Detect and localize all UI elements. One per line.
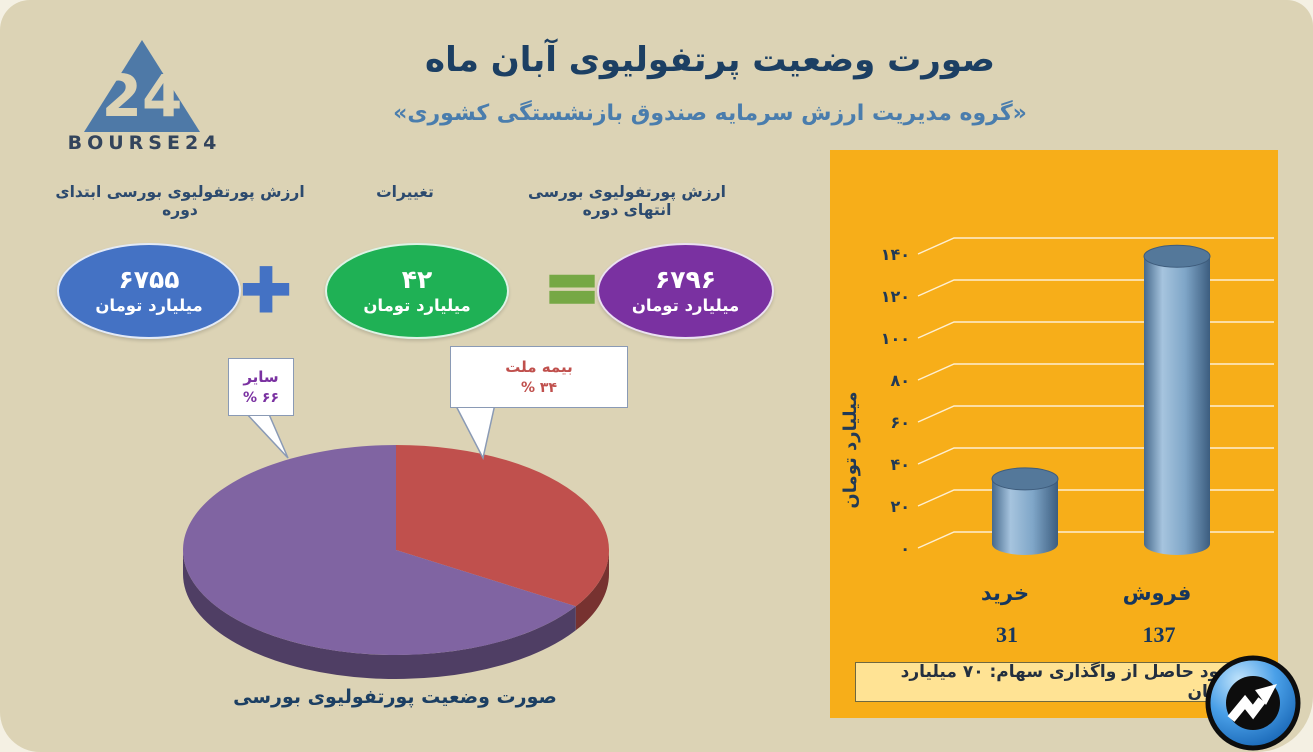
label-changes: تغییرات [376,183,434,201]
change-value: ۴۲ [401,265,433,295]
callout-mellat-label: بیمه ملت [505,358,573,376]
svg-text:۱۰۰: ۱۰۰ [881,329,910,348]
bar-chart: ۰ ۲۰ ۴۰ ۶۰ ۸۰ ۱۰۰ ۱۲۰ ۱۴۰ میلیارد تومان خرید 31 فرو… [840,237,1274,647]
change-value-ellipse: ۴۲ میلیارد تومان [325,243,509,339]
svg-text:۱۲۰: ۱۲۰ [881,287,910,306]
start-value: ۶۷۵۵ [118,265,180,295]
callout-other-percent: % ۶۶ [243,390,279,406]
svg-text:۲۰: ۲۰ [890,497,910,516]
page-subtitle: «گروه مدیریت ارزش سرمایه صندوق بازنشستگی… [393,101,1027,126]
start-value-ellipse: ۶۷۵۵ میلیارد تومان [57,243,241,339]
svg-text:خرید: خرید [981,581,1029,605]
label-end-of-period: ارزش پورتفولیوی بورسی انتهای دوره [528,183,726,219]
svg-text:میلیارد تومان: میلیارد تومان [840,391,861,508]
svg-text:۱۴۰: ۱۴۰ [881,245,910,264]
logo-mark: 24 [102,62,183,130]
svg-text:فروش: فروش [1123,581,1192,605]
equals-icon: = [542,243,601,332]
bar-chart-panel: ۰ ۲۰ ۴۰ ۶۰ ۸۰ ۱۰۰ ۱۲۰ ۱۴۰ میلیارد تومان خرید 31 فرو… [830,150,1278,718]
svg-text:31: 31 [996,622,1018,647]
brand-circle-icon [1205,655,1301,751]
svg-text:۰: ۰ [900,539,910,558]
pie-chart [182,403,610,680]
callout-mellat-percent: % ۳۴ [521,380,557,396]
profit-banner: سود حاصل از واگذاری سهام: ۷۰ میلیارد توم… [855,662,1237,702]
svg-text:137: 137 [1143,622,1176,647]
callout-bimeh-mellat: بیمه ملت % ۳۴ [450,346,628,408]
change-unit: میلیارد تومان [363,296,471,316]
brand-text: BOURSE24 [67,132,222,154]
end-value: ۶۷۹۶ [654,265,717,295]
page-title: صورت وضعیت پرتفولیوی آبان ماه [425,40,995,80]
svg-text:۶۰: ۶۰ [890,413,910,432]
pie-caption: صورت وضعیت پورتفولیوی بورسی [233,686,557,708]
logo-triangle-icon: 24 [84,40,200,132]
callout-pointers [243,403,496,461]
pie-slices [182,445,610,680]
callout-other: سایر % ۶۶ [228,358,294,416]
start-unit: میلیارد تومان [95,296,203,316]
plus-icon: + [236,247,296,329]
end-unit: میلیارد تومان [631,296,740,316]
end-value-ellipse: ۶۷۹۶ میلیارد تومان [597,243,774,339]
svg-text:۴۰: ۴۰ [890,455,910,474]
svg-text:۸۰: ۸۰ [890,371,910,390]
callout-other-label: سایر [243,368,279,386]
label-start-of-period: ارزش پورتفولیوی بورسی ابتدای دوره [55,183,305,219]
